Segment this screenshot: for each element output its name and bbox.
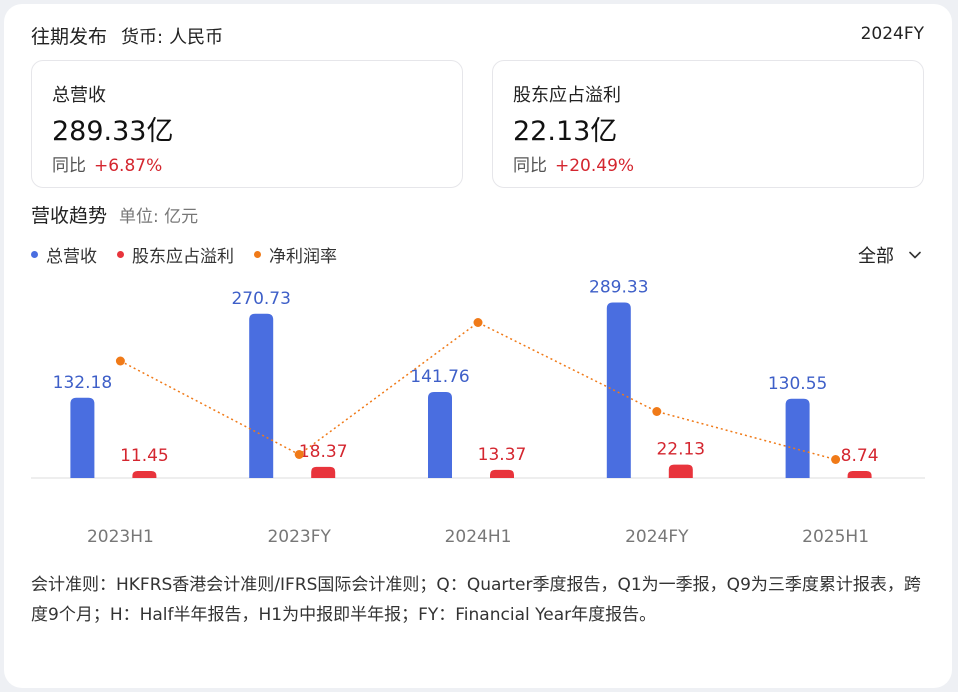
margin-point[interactable] <box>473 318 483 327</box>
x-tick-label: 2023H1 <box>87 527 154 547</box>
legend-dot <box>117 251 124 258</box>
legend-label: 总营收 <box>46 247 97 267</box>
revenue-data-label: 289.33 <box>589 277 648 297</box>
yoy-label: 同比 <box>513 156 547 176</box>
revenue-data-label: 141.76 <box>410 367 469 387</box>
x-tick-label: 2023FY <box>267 527 331 547</box>
page-title: 往期发布 <box>31 26 108 48</box>
margin-point[interactable] <box>294 450 304 459</box>
period-filter-dropdown[interactable]: 全部 <box>858 242 922 268</box>
revenue-trend-chart: 132.18 11.45 2023H1 270.73 18.37 2023FY 141.76… <box>31 277 925 547</box>
metric-card-profit: 股东应占溢利 22.13亿 同比 +20.49% <box>492 60 924 188</box>
profit-bar[interactable] <box>847 471 872 478</box>
metric-label: 总营收 <box>52 85 106 106</box>
metric-value: 22.13亿 <box>513 116 618 147</box>
currency-info: 货币: 人民币 <box>121 23 223 49</box>
currency-value: 人民币 <box>169 27 224 48</box>
revenue-bar[interactable] <box>428 391 452 478</box>
margin-point[interactable] <box>115 356 125 366</box>
filter-label: 全部 <box>858 246 894 267</box>
section-title: 营收趋势 <box>31 205 108 227</box>
legend-item-margin[interactable]: 净利润率 <box>254 242 337 267</box>
revenue-data-label: 270.73 <box>231 289 290 309</box>
revenue-bar[interactable] <box>249 313 274 478</box>
profit-data-label: 22.13 <box>656 440 705 460</box>
legend-item-profit[interactable]: 股东应占溢利 <box>117 242 234 267</box>
legend-dot <box>254 251 261 258</box>
revenue-data-label: 130.55 <box>768 374 827 394</box>
x-tick-label: 2025H1 <box>802 527 869 547</box>
metric-card-revenue: 总营收 289.33亿 同比 +6.87% <box>31 60 463 188</box>
legend-label: 净利润率 <box>269 247 337 267</box>
profit-bar[interactable] <box>668 464 693 478</box>
yoy-label: 同比 <box>52 156 86 176</box>
margin-series-line <box>120 321 836 461</box>
profit-data-label: 8.74 <box>841 446 879 466</box>
legend-item-revenue[interactable]: 总营收 <box>31 242 97 267</box>
metric-label: 股东应占溢利 <box>513 85 621 106</box>
header: 往期发布 货币: 人民币 <box>31 22 223 49</box>
chart-legend: 总营收 股东应占溢利 净利润率 <box>31 242 357 267</box>
earnings-card: 往期发布 货币: 人民币 2024FY 总营收 289.33亿 同比 +6.87% … <box>4 4 952 688</box>
x-tick-label: 2024FY <box>625 527 689 547</box>
revenue-bar[interactable] <box>70 397 95 478</box>
revenue-bar[interactable] <box>785 398 810 478</box>
accounting-note: 会计准则：HKFRS香港会计准则/IFRS国际会计准则；Q：Quarter季度报… <box>31 575 921 625</box>
profit-data-label: 18.37 <box>299 442 348 462</box>
legend-dot <box>31 251 38 258</box>
profit-bar[interactable] <box>132 471 157 478</box>
profit-data-label: 13.37 <box>478 445 527 465</box>
metric-yoy: 同比 +20.49% <box>513 151 634 176</box>
section-header: 营收趋势 单位: 亿元 <box>31 201 198 228</box>
x-tick-label: 2024H1 <box>445 527 512 547</box>
profit-bar[interactable] <box>490 469 514 478</box>
profit-data-label: 11.45 <box>120 446 169 466</box>
section-unit: 单位: 亿元 <box>119 207 199 227</box>
profit-bar[interactable] <box>311 466 336 478</box>
margin-point[interactable] <box>652 407 662 416</box>
metric-value: 289.33亿 <box>52 116 174 147</box>
period-label: 2024FY <box>860 24 924 44</box>
revenue-bar[interactable] <box>606 302 631 478</box>
legend-label: 股东应占溢利 <box>132 247 234 267</box>
chevron-down-icon <box>909 251 921 259</box>
metric-yoy: 同比 +6.87% <box>52 151 162 176</box>
margin-point[interactable] <box>831 455 841 464</box>
currency-label: 货币: <box>121 27 164 48</box>
revenue-data-label: 132.18 <box>53 373 112 393</box>
yoy-value: +20.49% <box>555 156 635 176</box>
yoy-value: +6.87% <box>94 156 163 176</box>
